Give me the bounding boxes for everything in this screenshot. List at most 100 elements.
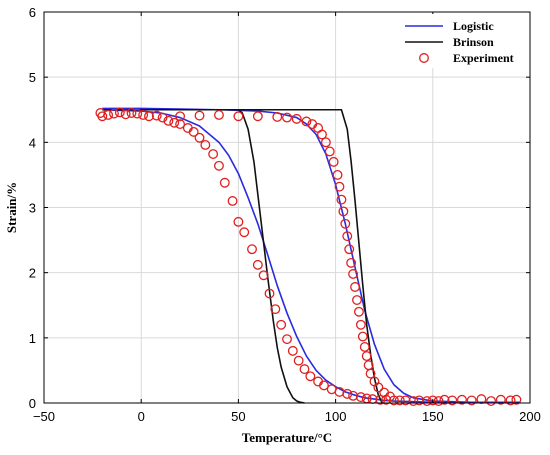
experiment-point xyxy=(365,368,376,379)
experiment-point xyxy=(109,108,119,119)
experiment-point xyxy=(439,394,450,405)
legend-label-brinson: Brinson xyxy=(453,35,494,49)
experiment-point xyxy=(317,129,327,140)
experiment-point xyxy=(287,345,298,356)
experiment-point xyxy=(332,169,343,180)
experiment-point xyxy=(97,111,108,122)
legend: Logistic Brinson Experiment xyxy=(399,14,527,68)
experiment-point xyxy=(353,306,364,317)
experiment-point xyxy=(293,355,304,366)
experiment-point xyxy=(270,304,281,315)
experiment-point xyxy=(344,244,355,255)
experiment-point xyxy=(258,270,269,281)
experiment-point xyxy=(188,126,199,137)
experiment-point xyxy=(334,181,345,192)
experiment-point xyxy=(340,218,351,229)
x-tick-label: 150 xyxy=(422,409,444,424)
experiment-point xyxy=(299,364,310,375)
experiment-point xyxy=(272,111,283,122)
experiment-point xyxy=(169,117,180,128)
experiment-point xyxy=(282,334,292,345)
experiment-point xyxy=(352,295,362,305)
series-logistic xyxy=(102,107,521,404)
experiment-point xyxy=(505,395,516,406)
legend-label-experiment: Experiment xyxy=(453,51,514,65)
experiment-point xyxy=(414,395,425,406)
y-tick-label: 4 xyxy=(29,135,36,150)
experiment-point xyxy=(342,231,353,242)
experiment-point xyxy=(252,259,263,270)
y-tick-label: 6 xyxy=(29,5,36,20)
y-tick-label: 1 xyxy=(29,331,36,346)
experiment-point xyxy=(355,319,366,330)
experiment-point xyxy=(233,111,244,122)
experiment-point xyxy=(214,160,224,171)
experiment-point xyxy=(264,288,275,299)
series-experiment xyxy=(95,107,522,407)
experiment-point xyxy=(318,380,329,391)
experiment-point xyxy=(336,194,347,205)
experiment-point xyxy=(305,371,316,382)
experiment-point xyxy=(120,109,131,120)
experiment-point xyxy=(200,139,211,150)
experiment-point xyxy=(357,331,368,342)
x-axis-label: Temperature/°C xyxy=(242,430,332,445)
experiment-point xyxy=(427,395,438,406)
experiment-point xyxy=(282,112,292,123)
experiment-point xyxy=(163,115,174,126)
y-tick-label: 5 xyxy=(29,70,36,85)
experiment-point xyxy=(373,382,384,393)
experiment-point xyxy=(252,111,263,122)
experiment-point xyxy=(114,107,125,118)
x-tick-label: −50 xyxy=(33,409,55,424)
experiment-point xyxy=(328,156,339,167)
experiment-point xyxy=(239,227,250,238)
x-tick-label: 50 xyxy=(231,409,245,424)
experiment-point xyxy=(175,119,186,130)
experiment-point xyxy=(350,282,360,292)
experiment-point xyxy=(338,206,349,217)
x-tick-label: 0 xyxy=(138,409,145,424)
y-tick-label: 0 xyxy=(29,396,36,411)
experiment-point xyxy=(433,396,444,407)
experiment-point xyxy=(359,342,370,352)
experiment-point xyxy=(291,113,302,124)
experiment-point xyxy=(276,319,287,330)
experiment-point xyxy=(408,396,419,407)
x-tick-label: 200 xyxy=(519,409,541,424)
experiment-point xyxy=(385,391,395,402)
experiment-point xyxy=(466,395,477,406)
experiment-point xyxy=(400,395,411,406)
experiment-point xyxy=(233,216,244,227)
experiment-point xyxy=(342,388,353,399)
experiment-point xyxy=(175,111,186,122)
experiment-point xyxy=(219,177,230,188)
series-brinson xyxy=(102,108,383,404)
experiment-point xyxy=(511,394,522,405)
experiment-point xyxy=(361,351,372,362)
experiment-point xyxy=(394,395,405,406)
experiment-point xyxy=(348,390,359,401)
experiment-point xyxy=(126,108,137,118)
y-tick-label: 3 xyxy=(29,201,36,216)
experiment-point xyxy=(422,396,432,407)
legend-label-logistic: Logistic xyxy=(453,19,494,33)
experiment-point xyxy=(214,110,224,120)
experiment-point xyxy=(151,110,162,121)
experiment-point xyxy=(194,110,205,121)
experiment-point xyxy=(227,196,238,206)
experiment-point xyxy=(355,392,366,403)
experiment-point xyxy=(301,116,312,127)
experiment-point xyxy=(324,146,335,157)
experiment-point xyxy=(320,137,331,148)
experiment-point xyxy=(103,110,114,120)
experiment-point xyxy=(495,394,506,405)
experiment-point xyxy=(157,112,168,123)
legend-swatch-experiment xyxy=(419,53,429,63)
experiment-point xyxy=(457,394,467,405)
experiment-point xyxy=(447,395,458,406)
experiment-point xyxy=(247,244,257,255)
